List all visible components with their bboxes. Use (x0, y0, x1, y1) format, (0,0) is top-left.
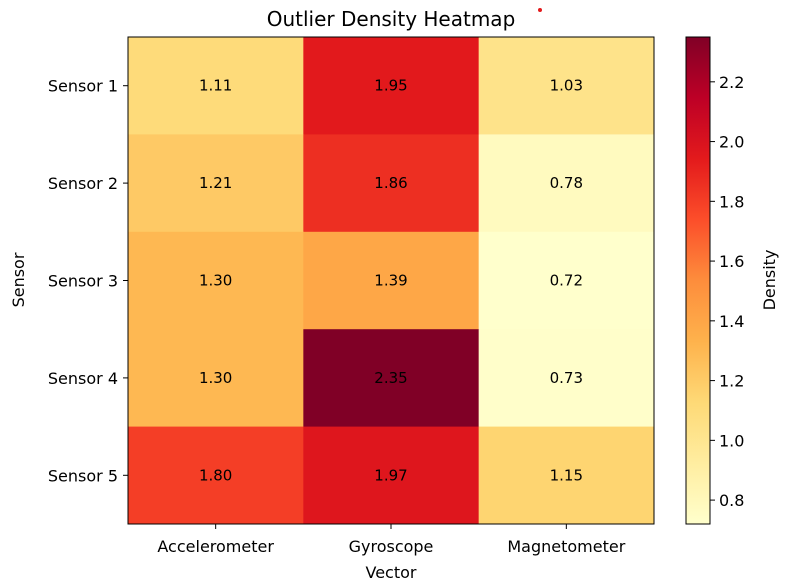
cell-value-label: 1.21 (199, 174, 232, 192)
y-tick-label: Sensor 1 (48, 77, 118, 96)
cell-value-label: 1.30 (199, 272, 232, 290)
heatmap-cell (128, 426, 304, 525)
cell-value-label: 1.11 (199, 77, 232, 95)
colorbar-tick-label: 1.2 (719, 372, 744, 391)
cell-value-label: 2.35 (374, 369, 407, 387)
heatmap-cell (128, 37, 304, 135)
x-tick-label: Magnetometer (507, 537, 625, 556)
heatmap-cell (303, 134, 480, 233)
x-axis-label: Vector (366, 563, 417, 582)
colorbar-tick-label: 1.6 (719, 252, 744, 271)
cell-value-label: 1.03 (550, 77, 583, 95)
heatmap-cell (303, 426, 480, 525)
heatmap-cell (303, 329, 480, 428)
colorbar (685, 36, 711, 525)
heatmap-cell-labels: 1.11 1.95 1.03 1.21 1.86 0.78 1.30 1.39 0.72 1.30… (199, 77, 583, 485)
heatmap-cell (478, 37, 655, 135)
cell-value-label: 0.73 (550, 369, 583, 387)
colorbar-tick-label: 2.2 (719, 73, 744, 92)
cell-value-label: 1.15 (550, 466, 583, 484)
cell-value-label: 0.78 (550, 174, 583, 192)
colorbar-ticks: 0.8 1.0 1.2 1.4 1.6 1.8 2.0 2.2 (710, 73, 744, 510)
colorbar-tick-label: 0.8 (719, 491, 744, 510)
y-tick-label: Sensor 4 (48, 369, 118, 388)
y-tick-label: Sensor 3 (48, 272, 118, 291)
heatmap-cell (303, 231, 480, 330)
cell-value-label: 1.39 (374, 272, 407, 290)
cell-value-label: 1.86 (374, 174, 407, 192)
heatmap-cell (478, 329, 655, 428)
heatmap-cell (128, 134, 304, 233)
x-tick-label: Accelerometer (157, 537, 274, 556)
colorbar-tick-label: 1.4 (719, 312, 744, 331)
cell-value-label: 1.30 (199, 369, 232, 387)
colorbar-label: Density (760, 250, 779, 311)
x-tick-label: Gyroscope (349, 537, 434, 556)
heatmap-cell (478, 426, 655, 525)
cell-value-label: 0.72 (550, 272, 583, 290)
heatmap-cell (303, 37, 480, 135)
y-tick-label: Sensor 5 (48, 466, 118, 485)
x-axis-ticks: Accelerometer Gyroscope Magnetometer (157, 524, 626, 556)
title-annotation-dot (538, 8, 542, 12)
heatmap-cell (128, 231, 304, 330)
y-tick-label: Sensor 2 (48, 174, 118, 193)
colorbar-tick-label: 2.0 (719, 133, 744, 152)
heatmap-cell (478, 134, 655, 233)
heatmap-cells (128, 37, 655, 525)
colorbar-tick-label: 1.0 (719, 431, 744, 450)
colorbar-tick-label: 1.8 (719, 192, 744, 211)
cell-value-label: 1.97 (374, 466, 407, 484)
chart-title: Outlier Density Heatmap (267, 7, 516, 31)
cell-value-label: 1.95 (374, 77, 407, 95)
cell-value-label: 1.80 (199, 466, 232, 484)
heatmap-cell (478, 231, 655, 330)
y-axis-ticks: Sensor 1 Sensor 2 Sensor 3 Sensor 4 Sensor 5 (48, 77, 128, 485)
heatmap-cell (128, 329, 304, 428)
y-axis-label: Sensor (9, 252, 28, 307)
